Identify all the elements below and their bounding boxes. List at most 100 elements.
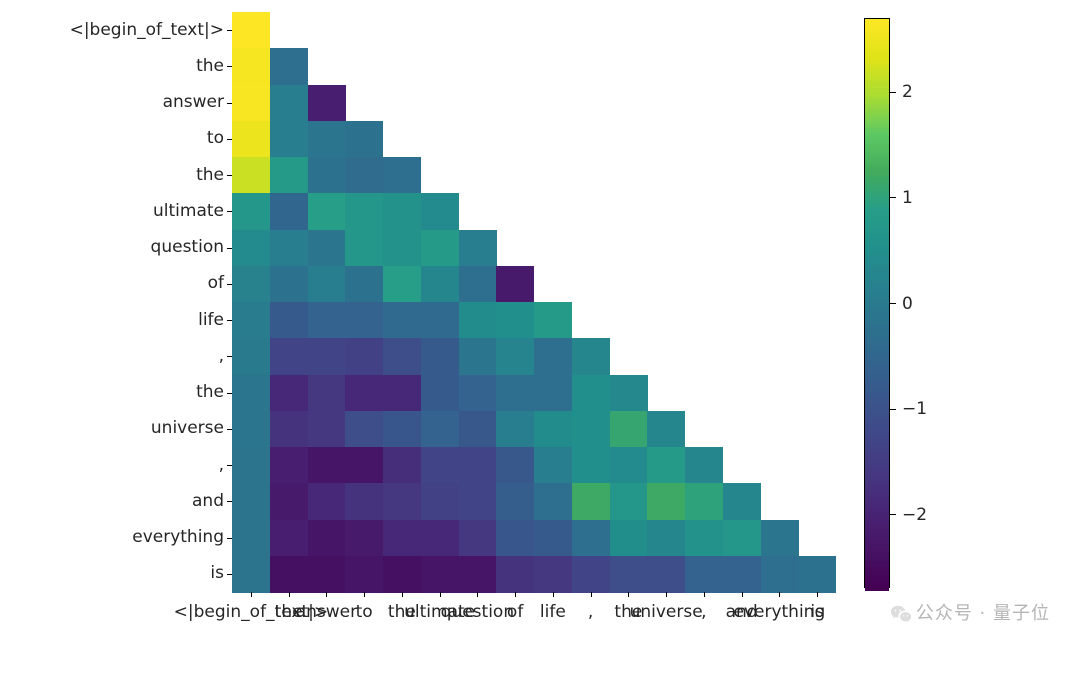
- heatmap-cell: [345, 266, 383, 303]
- heatmap-cell: [383, 520, 421, 557]
- heatmap-cell: [496, 338, 534, 375]
- heatmap-cell: [534, 375, 572, 412]
- y-tick-label: to: [207, 128, 224, 148]
- heatmap-cell: [232, 230, 270, 267]
- heatmap-cell: [345, 447, 383, 484]
- heatmap-cell: [308, 230, 346, 267]
- heatmap-cell: [496, 302, 534, 339]
- heatmap-cell: [232, 520, 270, 557]
- heatmap-cell: [685, 483, 723, 520]
- heatmap-cell: [232, 85, 270, 122]
- y-tick-label: question: [151, 237, 224, 257]
- heatmap-cell: [345, 375, 383, 412]
- heatmap-cell: [345, 556, 383, 593]
- heatmap-cell: [572, 447, 610, 484]
- watermark: 公众号 · 量子位: [890, 599, 1050, 625]
- heatmap-cell: [421, 520, 459, 557]
- heatmap-cell: [421, 483, 459, 520]
- heatmap-cell: [723, 483, 761, 520]
- heatmap-cell: [308, 556, 346, 593]
- heatmap-cell: [421, 447, 459, 484]
- heatmap-cell: [232, 447, 270, 484]
- heatmap-cell: [459, 266, 497, 303]
- heatmap-cell: [232, 375, 270, 412]
- x-tick-label: ,: [701, 602, 706, 622]
- heatmap-cell: [496, 375, 534, 412]
- heatmap-cell: [421, 411, 459, 448]
- heatmap-cell: [345, 157, 383, 194]
- x-tick-label: ,: [588, 602, 593, 622]
- heatmap-cell: [610, 375, 648, 412]
- heatmap-cell: [308, 338, 346, 375]
- heatmap-cell: [534, 520, 572, 557]
- heatmap-cell: [308, 375, 346, 412]
- x-tick-label: is: [810, 602, 824, 622]
- heatmap-cell: [496, 520, 534, 557]
- heatmap-cell: [383, 230, 421, 267]
- heatmap-cell: [308, 157, 346, 194]
- heatmap-cell: [308, 411, 346, 448]
- heatmap-cell: [270, 338, 308, 375]
- heatmap-cell: [345, 520, 383, 557]
- heatmap-cell: [270, 121, 308, 158]
- heatmap-cell: [383, 411, 421, 448]
- x-tick-label: universe: [630, 602, 703, 622]
- heatmap-cell: [270, 302, 308, 339]
- y-tick-label: answer: [163, 92, 224, 112]
- heatmap-cell: [534, 483, 572, 520]
- heatmap-cell: [421, 556, 459, 593]
- heatmap-cell: [345, 121, 383, 158]
- heatmap-cell: [459, 302, 497, 339]
- x-tick-label: to: [356, 602, 373, 622]
- heatmap-cell: [270, 375, 308, 412]
- heatmap-cell: [270, 411, 308, 448]
- heatmap-cell: [647, 483, 685, 520]
- y-tick-label: ,: [219, 455, 224, 475]
- heatmap-cell: [270, 483, 308, 520]
- heatmap-cell: [345, 338, 383, 375]
- heatmap-cell: [308, 266, 346, 303]
- heatmap-cell: [421, 302, 459, 339]
- heatmap-cell: [308, 85, 346, 122]
- heatmap-cell: [345, 411, 383, 448]
- heatmap-cell: [723, 520, 761, 557]
- heatmap-cell: [421, 338, 459, 375]
- heatmap-cell: [761, 556, 799, 593]
- heatmap-cell: [647, 520, 685, 557]
- heatmap-cell: [610, 447, 648, 484]
- heatmap-cell: [270, 520, 308, 557]
- heatmap-cell: [534, 411, 572, 448]
- heatmap-cell: [610, 520, 648, 557]
- heatmap-cell: [647, 411, 685, 448]
- heatmap-cell: [383, 266, 421, 303]
- heatmap-cell: [572, 375, 610, 412]
- heatmap-cell: [685, 556, 723, 593]
- y-tick-label: <|begin_of_text|>: [70, 20, 224, 40]
- heatmap-cell: [345, 302, 383, 339]
- heatmap-cell: [270, 157, 308, 194]
- y-tick-label: universe: [151, 418, 224, 438]
- heatmap-cell: [534, 338, 572, 375]
- heatmap-cell: [345, 483, 383, 520]
- heatmap-cell: [232, 411, 270, 448]
- heatmap-cell: [459, 447, 497, 484]
- heatmap-cell: [685, 447, 723, 484]
- heatmap-cell: [270, 85, 308, 122]
- heatmap-cell: [496, 483, 534, 520]
- heatmap-cell: [459, 556, 497, 593]
- y-tick-label: everything: [132, 527, 224, 547]
- heatmap-cell: [232, 157, 270, 194]
- heatmap-cell: [496, 447, 534, 484]
- heatmap-cell: [270, 447, 308, 484]
- heatmap-cell: [232, 266, 270, 303]
- heatmap-cell: [345, 230, 383, 267]
- heatmap-cell: [232, 483, 270, 520]
- heatmap-cell: [232, 193, 270, 230]
- heatmap-cell: [421, 375, 459, 412]
- heatmap-cell: [459, 375, 497, 412]
- heatmap-cell: [308, 193, 346, 230]
- heatmap-cell: [232, 556, 270, 593]
- x-tick-label: answer: [296, 602, 357, 622]
- colorbar-tick-label: 0: [902, 294, 913, 314]
- y-tick-label: ultimate: [153, 201, 224, 221]
